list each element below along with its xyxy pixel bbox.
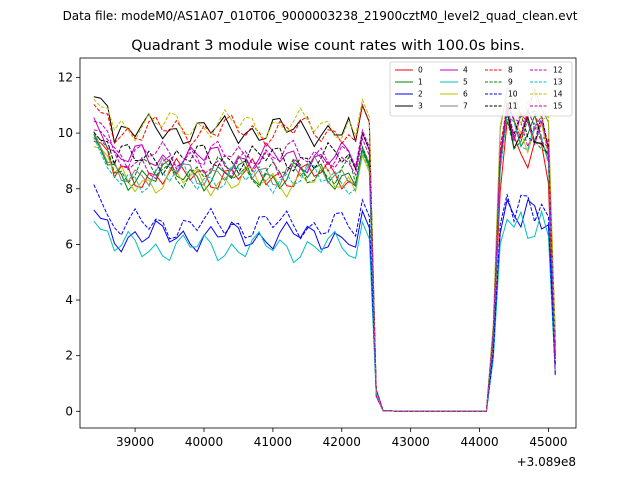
legend-label-3: 3 [418,102,423,111]
series-line-13 [93,112,556,412]
y-tick-label: 0 [65,404,73,418]
legend-label-2: 2 [418,90,423,99]
x-tick-label: 44000 [460,435,498,449]
y-tick-label: 8 [65,182,73,196]
legend-label-15: 15 [553,102,563,111]
x-offset-label: +3.089e8 [517,455,576,469]
x-tick-label: 43000 [392,435,430,449]
legend-label-12: 12 [553,66,563,75]
legend-label-11: 11 [508,102,518,111]
series-layer [93,87,556,412]
x-axis: 39000 40000 41000 42000 43000 44000 45000 [116,428,568,449]
plot-area [80,58,576,428]
legend-label-1: 1 [418,78,423,87]
legend-label-4: 4 [463,66,468,75]
y-tick-label: 4 [65,293,73,307]
legend-label-10: 10 [508,90,518,99]
y-tick-label: 10 [58,126,73,140]
x-tick-label: 42000 [323,435,361,449]
legend-label-5: 5 [463,78,468,87]
y-tick-label: 6 [65,237,73,251]
legend-label-9: 9 [508,78,513,87]
legend-label-6: 6 [463,90,468,99]
legend-label-13: 13 [553,78,563,87]
x-tick-label: 41000 [254,435,292,449]
legend-label-14: 14 [553,90,563,99]
legend-label-7: 7 [463,102,468,111]
plot-frame [79,57,577,429]
legend-label-0: 0 [418,66,423,75]
series-line-11 [93,112,556,412]
x-tick-label: 39000 [116,435,154,449]
legend-label-8: 8 [508,66,513,75]
chart-title: Quadrant 3 module wise count rates with … [131,38,525,54]
x-tick-label: 45000 [529,435,567,449]
y-tick-label: 2 [65,349,73,363]
x-tick-label: 40000 [185,435,223,449]
y-tick-label: 12 [58,70,73,84]
suptitle: Data file: modeM0/AS1A07_010T06_90000032… [63,9,578,23]
y-axis: 0 2 4 6 8 10 12 [58,70,80,418]
series-line-15 [93,105,556,412]
legend-box [389,61,573,117]
